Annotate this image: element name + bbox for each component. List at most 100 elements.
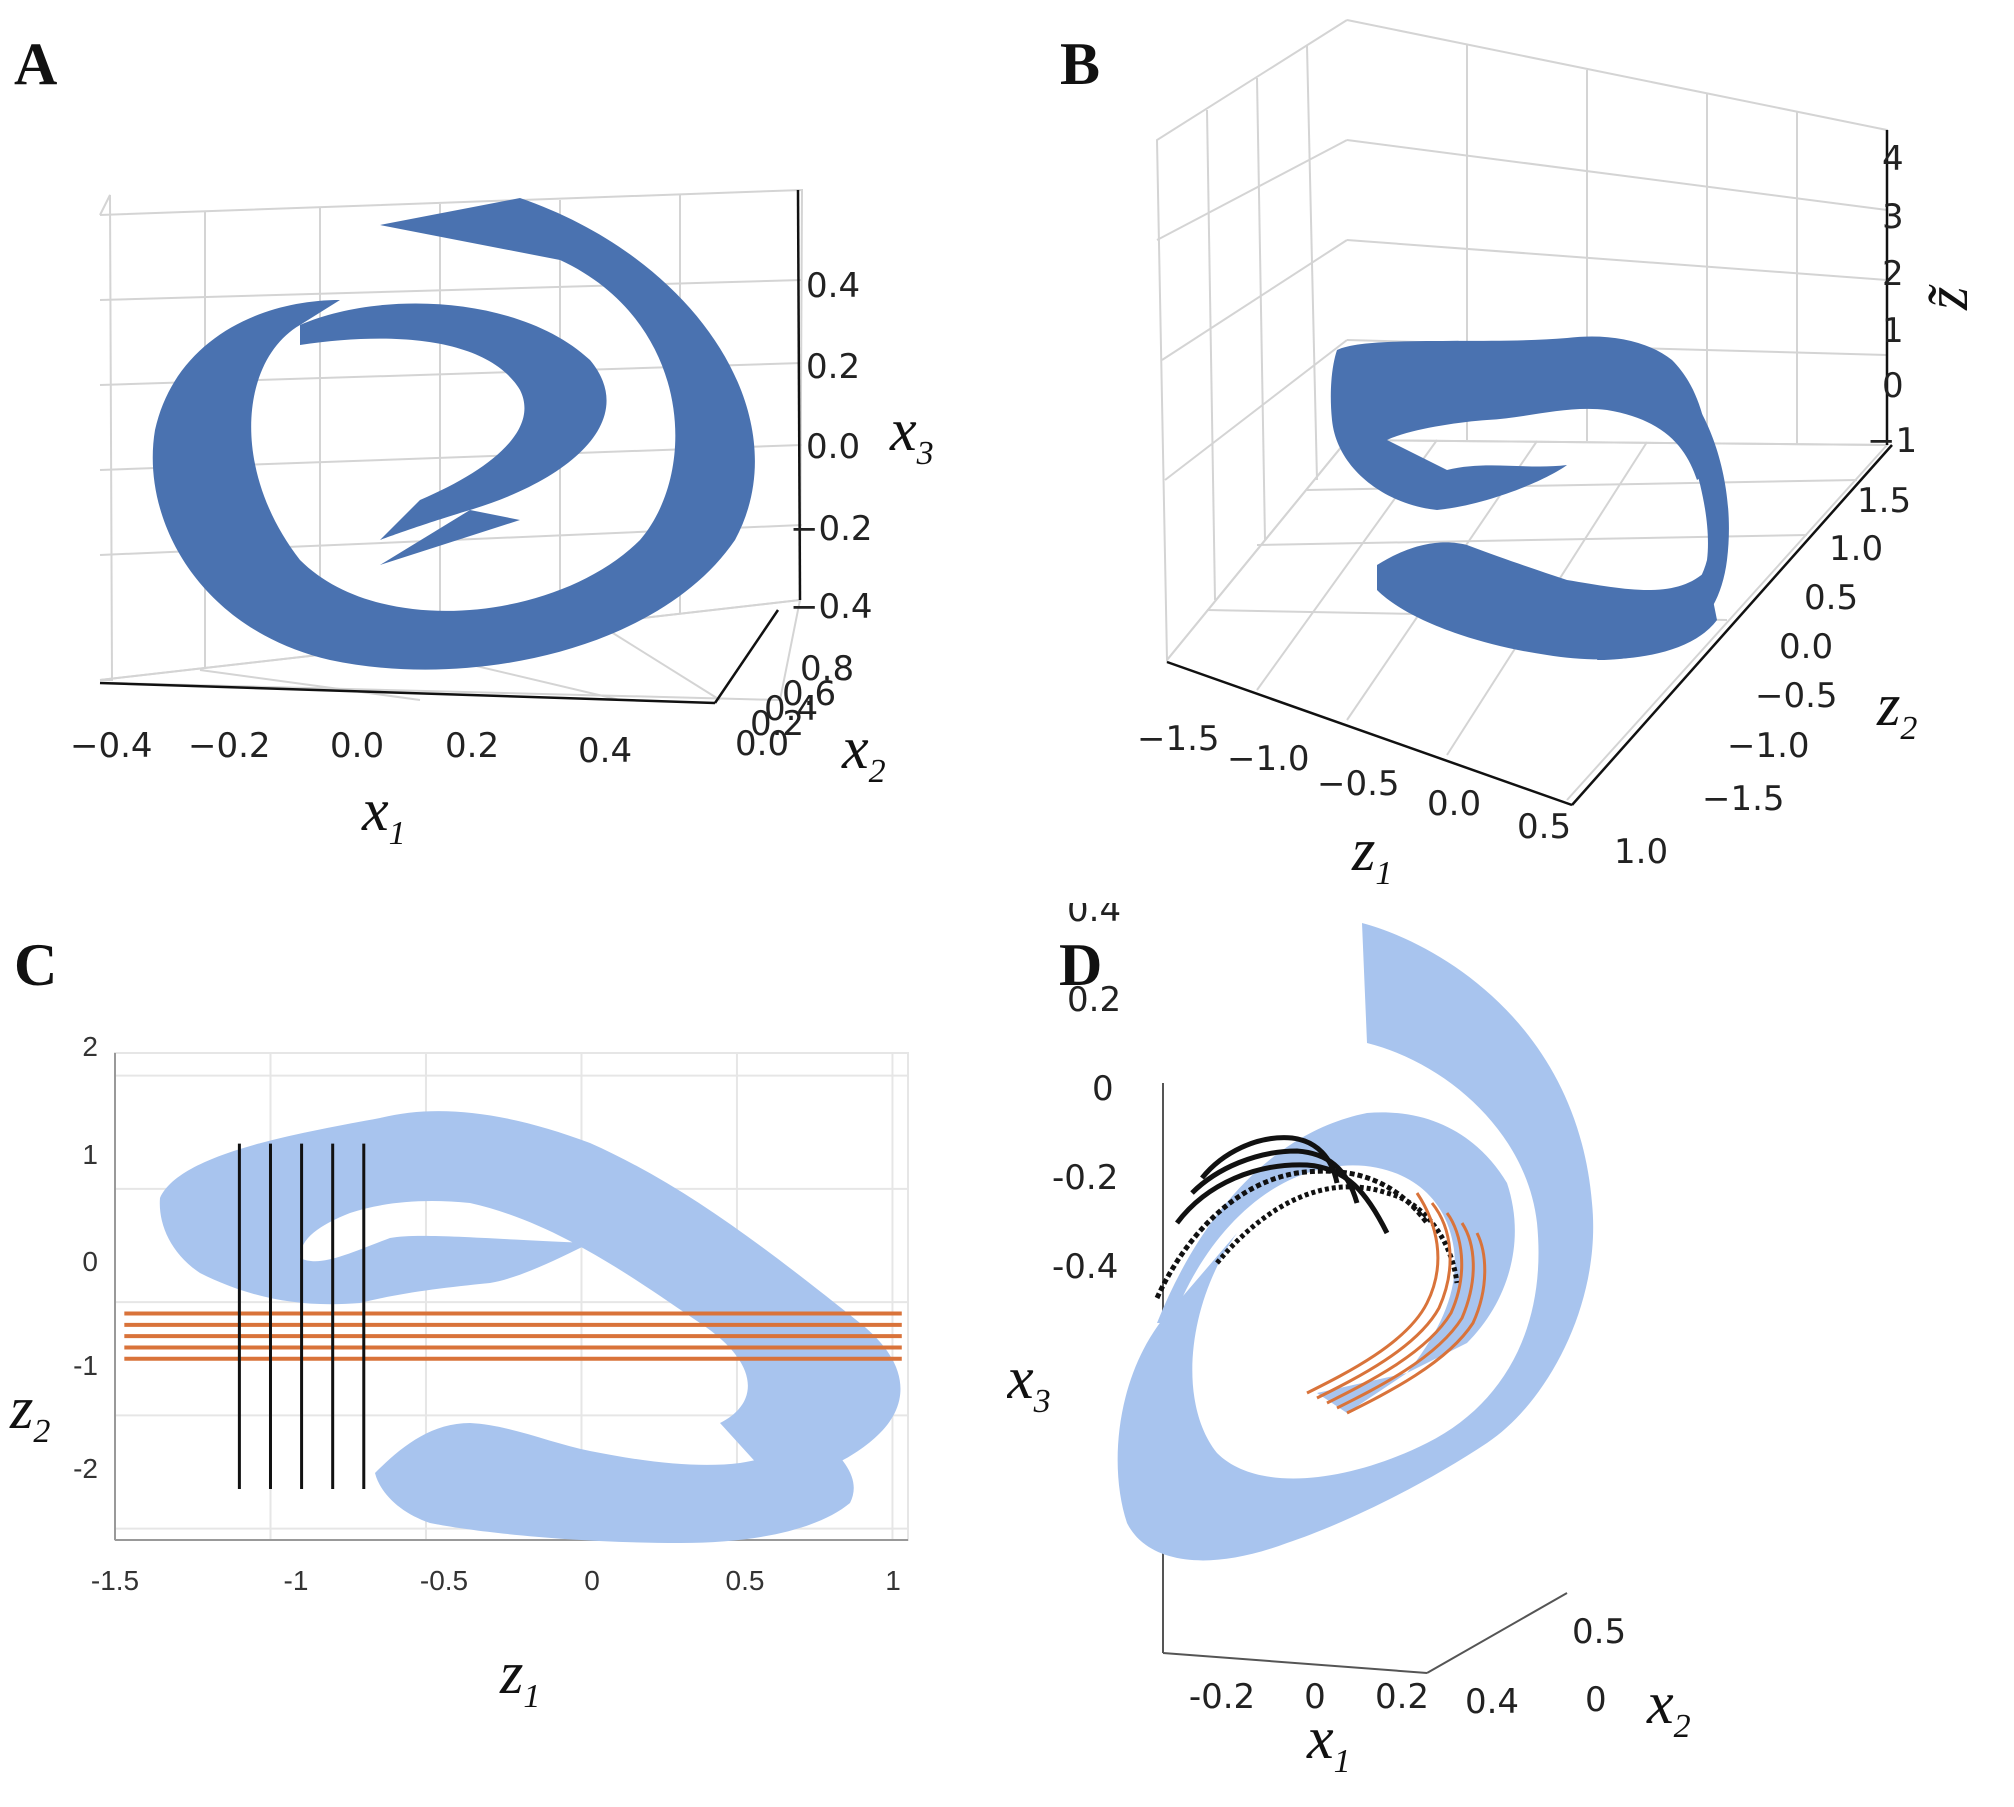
panel-b-chart: −1.5 −1.0 −0.5 0.0 0.5 1.0 1.5 1.0 0.5 0… xyxy=(1137,19,1980,892)
panel-b-x-axis xyxy=(1166,660,1573,807)
panel-a-inner-band xyxy=(300,303,607,540)
panel-a-chart: −0.4 −0.2 0.0 0.2 0.4 0.4 0.2 0.0 −0.2 −… xyxy=(70,188,934,852)
panel-c-manifold xyxy=(159,1111,901,1543)
x-tick: 0 xyxy=(1304,1677,1326,1717)
panel-d-curves xyxy=(1154,1135,1487,1415)
panel-b-zlabel: z̃ xyxy=(1914,284,1980,311)
orange-curve xyxy=(1306,1192,1440,1395)
x-tick: -1 xyxy=(284,1565,309,1596)
y-tick: 0.5 xyxy=(1804,578,1858,618)
orange-curve xyxy=(1326,1212,1464,1405)
panel-a-y-ticks: 0.8 0.6 0.4 0.2 0.0 xyxy=(735,649,854,764)
grid-line xyxy=(199,669,421,701)
x-tick: 1 xyxy=(885,1565,901,1596)
x-tick: -1.5 xyxy=(91,1565,139,1596)
z-tick: 0 xyxy=(1092,1069,1114,1109)
panel-c-ylabel: z2 xyxy=(9,1375,50,1450)
x-tick: 0.4 xyxy=(578,731,632,771)
grid-line xyxy=(1256,77,1266,541)
panel-b-left-wall xyxy=(1155,19,1348,663)
panel-d-x-axis xyxy=(1162,1652,1428,1674)
x-tick: 0.2 xyxy=(1375,1677,1429,1717)
y-tick: 2 xyxy=(82,1031,98,1062)
panel-c-chart: -1.5 -1 -0.5 0 0.5 1 2 1 0 -1 -2 z1 z2 xyxy=(9,1031,909,1715)
panel-c-xlabel: z1 xyxy=(499,1640,540,1715)
panel-d-inner-band xyxy=(1157,1112,1515,1373)
z-tick: −0.4 xyxy=(790,587,873,627)
y-tick: 0.8 xyxy=(800,649,854,689)
z-tick: 0.4 xyxy=(1067,903,1121,930)
panel-b-y-axis xyxy=(1571,444,1893,806)
panel-c-lines xyxy=(124,1143,902,1490)
y-tick: 1 xyxy=(82,1139,98,1170)
y-tick: −1.5 xyxy=(1702,779,1785,819)
panel-c-lower-band xyxy=(375,1423,854,1543)
z-tick: 3 xyxy=(1882,197,1904,237)
grid-line xyxy=(1206,109,1216,601)
panel-a-ylabel: x2 xyxy=(841,715,886,790)
x-tick: -0.5 xyxy=(420,1565,468,1596)
panel-d: D 0.4 0.2 0 xyxy=(1007,903,2014,1807)
x-tick: 0.4 xyxy=(1465,1682,1519,1722)
panel-a-left-wall xyxy=(99,194,114,681)
x-tick: −0.5 xyxy=(1317,764,1400,804)
y-tick: 0.6 xyxy=(782,674,836,714)
panel-b-axes xyxy=(1166,130,1893,807)
z-tick: -0.4 xyxy=(1052,1247,1118,1287)
black-curve xyxy=(1175,1162,1390,1235)
x-tick: 0.5 xyxy=(1517,807,1571,847)
panel-a: A xyxy=(0,0,1007,903)
panel-a-outer-band xyxy=(152,198,755,670)
y-tick: 0.0 xyxy=(1779,627,1833,667)
panel-b-xlabel: z1 xyxy=(1351,817,1392,892)
panel-a-letter: A xyxy=(14,31,58,97)
z-tick: −0.2 xyxy=(790,509,873,549)
y-tick: 0 xyxy=(82,1246,98,1277)
panel-b-point-cloud xyxy=(1330,336,1729,660)
y-tick: −0.5 xyxy=(1755,676,1838,716)
panel-b-floor xyxy=(1166,438,1890,801)
x-tick: 1.0 xyxy=(1614,832,1668,872)
grid-line xyxy=(599,624,721,701)
panel-a-y-axis xyxy=(713,609,780,704)
z-tick: 0.2 xyxy=(806,347,860,387)
panel-a-x-ticks: −0.4 −0.2 0.0 0.2 0.4 xyxy=(70,726,632,771)
panel-d-y-ticks: 0.5 0 xyxy=(1572,1612,1626,1720)
panel-b-lower-band xyxy=(1377,542,1717,660)
x-tick: 0.2 xyxy=(445,726,499,766)
y-tick: −1.0 xyxy=(1727,726,1810,766)
panel-c-letter: C xyxy=(14,932,58,998)
panel-b-x-ticks: −1.5 −1.0 −0.5 0.0 0.5 1.0 xyxy=(1137,719,1668,872)
panel-a-z-ticks: 0.4 0.2 0.0 −0.2 −0.4 xyxy=(790,266,873,627)
y-tick: 0.4 xyxy=(764,689,818,729)
panel-d-zlabel: x3 xyxy=(1007,1345,1051,1420)
z-tick: 0.4 xyxy=(806,266,860,306)
y-tick: 0 xyxy=(1585,1680,1607,1720)
x-tick: −1.0 xyxy=(1227,739,1310,779)
panel-a-axes xyxy=(99,189,802,705)
black-curve xyxy=(1190,1148,1360,1204)
orange-curve xyxy=(1316,1202,1452,1400)
panel-a-x-axis xyxy=(99,681,716,705)
panel-b-z-ticks: 4 3 2 1 0 −1 xyxy=(1867,139,1917,461)
panel-d-z-ticks: 0.4 0.2 0 -0.2 -0.4 xyxy=(1052,903,1121,1287)
y-tick: -2 xyxy=(73,1453,98,1484)
x-tick: 0 xyxy=(584,1565,600,1596)
grid-line xyxy=(99,279,803,301)
panel-c-x-ticks: -1.5 -1 -0.5 0 0.5 1 xyxy=(91,1565,901,1596)
black-curve xyxy=(1215,1184,1460,1284)
z-tick: -0.2 xyxy=(1052,1158,1118,1198)
y-tick: 0.2 xyxy=(750,704,804,744)
x-tick: −0.2 xyxy=(188,726,271,766)
z-tick: 2 xyxy=(1882,254,1904,294)
x-tick: 0.0 xyxy=(330,726,384,766)
panel-d-outer-band xyxy=(1117,923,1594,1561)
z-tick: −1 xyxy=(1867,421,1917,461)
panel-b: B xyxy=(1007,0,2014,903)
orange-curve xyxy=(1346,1232,1487,1415)
y-tick: 0.0 xyxy=(735,724,789,764)
panel-d-xlabel: x1 xyxy=(1306,1705,1351,1780)
x-tick: 0.5 xyxy=(726,1565,765,1596)
black-curve xyxy=(1200,1135,1340,1184)
z-tick: 0.2 xyxy=(1067,980,1121,1020)
